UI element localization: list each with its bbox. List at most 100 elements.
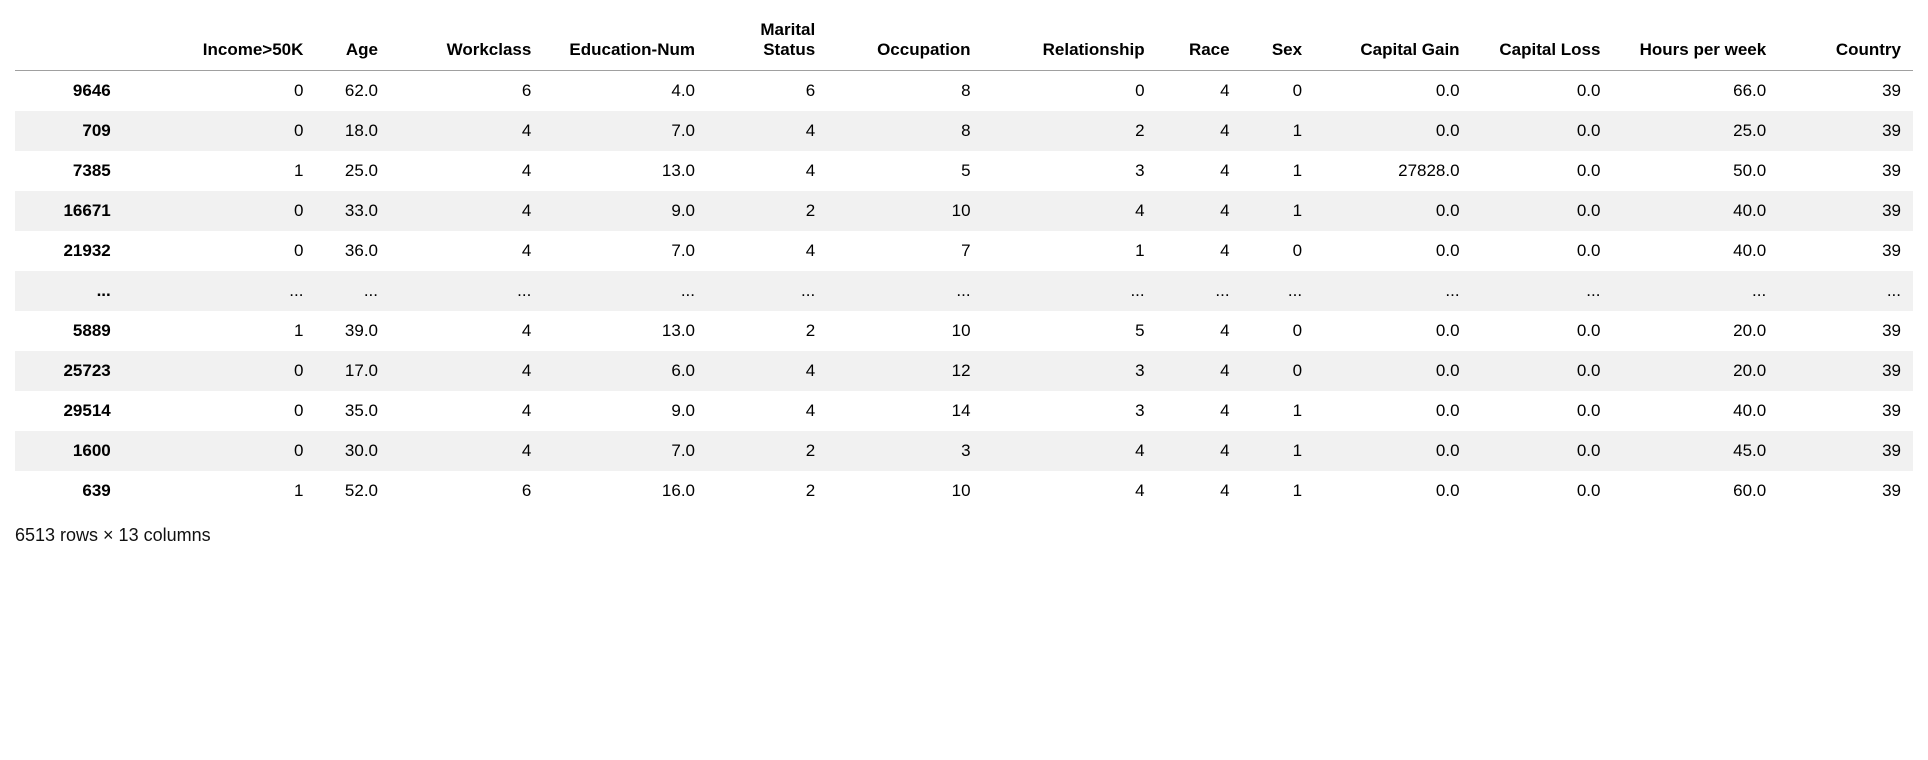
row-index: 29514: [15, 391, 123, 431]
cell: ...: [315, 271, 390, 311]
cell: 0.0: [1472, 391, 1613, 431]
cell: 8: [827, 111, 982, 151]
cell: 39: [1778, 471, 1913, 511]
col-header: Occupation: [827, 10, 982, 71]
cell: 1: [1242, 431, 1315, 471]
table-row: 639 1 52.0 6 16.0 2 10 4 4 1 0.0 0.0 60.…: [15, 471, 1913, 511]
cell: 1: [1242, 471, 1315, 511]
cell: 4: [1157, 351, 1242, 391]
table-row: 16671 0 33.0 4 9.0 2 10 4 4 1 0.0 0.0 40…: [15, 191, 1913, 231]
cell: 36.0: [315, 231, 390, 271]
table-row: 1600 0 30.0 4 7.0 2 3 4 4 1 0.0 0.0 45.0…: [15, 431, 1913, 471]
cell: 2: [707, 311, 827, 351]
cell: 0.0: [1472, 471, 1613, 511]
cell: ...: [1157, 271, 1242, 311]
cell: 20.0: [1612, 311, 1778, 351]
cell: 0: [123, 391, 316, 431]
col-header: Income>50K: [123, 10, 316, 71]
col-header: Capital Loss: [1472, 10, 1613, 71]
cell: 4: [390, 431, 543, 471]
cell: 4: [390, 351, 543, 391]
cell: 13.0: [543, 151, 707, 191]
row-index: 7385: [15, 151, 123, 191]
cell: 3: [983, 351, 1157, 391]
table-row: 5889 1 39.0 4 13.0 2 10 5 4 0 0.0 0.0 20…: [15, 311, 1913, 351]
cell: 0.0: [1314, 351, 1471, 391]
cell: 4: [983, 471, 1157, 511]
cell: 4: [1157, 311, 1242, 351]
cell: 0: [123, 231, 316, 271]
cell: 2: [707, 431, 827, 471]
cell: 12: [827, 351, 982, 391]
col-header: Marital Status: [707, 10, 827, 71]
cell: 1: [1242, 151, 1315, 191]
cell: 39: [1778, 231, 1913, 271]
cell: 4: [1157, 231, 1242, 271]
cell: 3: [827, 431, 982, 471]
cell: 4: [390, 111, 543, 151]
cell: 0: [1242, 351, 1315, 391]
cell: 0: [123, 351, 316, 391]
cell: 25.0: [315, 151, 390, 191]
cell: 0.0: [1472, 311, 1613, 351]
cell: 0.0: [1314, 71, 1471, 112]
cell: 1: [983, 231, 1157, 271]
cell: 4: [1157, 111, 1242, 151]
cell: 4: [1157, 391, 1242, 431]
cell: 45.0: [1612, 431, 1778, 471]
cell: 0: [1242, 231, 1315, 271]
cell: 4: [1157, 471, 1242, 511]
row-index: 1600: [15, 431, 123, 471]
cell: 0.0: [1314, 111, 1471, 151]
row-index: 25723: [15, 351, 123, 391]
cell: 39: [1778, 311, 1913, 351]
cell: ...: [1242, 271, 1315, 311]
cell: 8: [827, 71, 982, 112]
cell: 3: [983, 151, 1157, 191]
cell: 9.0: [543, 391, 707, 431]
cell: 14: [827, 391, 982, 431]
cell: 0.0: [1472, 151, 1613, 191]
cell: 4: [1157, 431, 1242, 471]
cell: 7.0: [543, 231, 707, 271]
cell: 4: [390, 191, 543, 231]
cell: 0.0: [1314, 391, 1471, 431]
col-header: Relationship: [983, 10, 1157, 71]
cell: 39: [1778, 151, 1913, 191]
cell: ...: [827, 271, 982, 311]
col-header: Workclass: [390, 10, 543, 71]
row-index: 639: [15, 471, 123, 511]
cell: 4: [707, 231, 827, 271]
cell: 40.0: [1612, 191, 1778, 231]
cell: 3: [983, 391, 1157, 431]
table-row: 709 0 18.0 4 7.0 4 8 2 4 1 0.0 0.0 25.0 …: [15, 111, 1913, 151]
cell: ...: [123, 271, 316, 311]
cell: 39: [1778, 111, 1913, 151]
cell: 39.0: [315, 311, 390, 351]
cell: 52.0: [315, 471, 390, 511]
cell: 39: [1778, 431, 1913, 471]
cell: 60.0: [1612, 471, 1778, 511]
cell: ...: [1778, 271, 1913, 311]
cell: 1: [1242, 111, 1315, 151]
cell: 39: [1778, 71, 1913, 112]
cell: 0.0: [1472, 111, 1613, 151]
cell: 6.0: [543, 351, 707, 391]
cell: 20.0: [1612, 351, 1778, 391]
cell: ...: [707, 271, 827, 311]
cell: 1: [123, 151, 316, 191]
cell: 0: [123, 71, 316, 112]
cell: 35.0: [315, 391, 390, 431]
cell: 4: [707, 391, 827, 431]
cell: 4: [1157, 191, 1242, 231]
cell: 1: [123, 471, 316, 511]
cell: 0.0: [1472, 191, 1613, 231]
cell: 30.0: [315, 431, 390, 471]
row-index: 5889: [15, 311, 123, 351]
cell: 39: [1778, 351, 1913, 391]
cell: 6: [390, 471, 543, 511]
table-row: 29514 0 35.0 4 9.0 4 14 3 4 1 0.0 0.0 40…: [15, 391, 1913, 431]
cell: 7.0: [543, 431, 707, 471]
cell: 16.0: [543, 471, 707, 511]
table-body: 9646 0 62.0 6 4.0 6 8 0 4 0 0.0 0.0 66.0…: [15, 71, 1913, 512]
